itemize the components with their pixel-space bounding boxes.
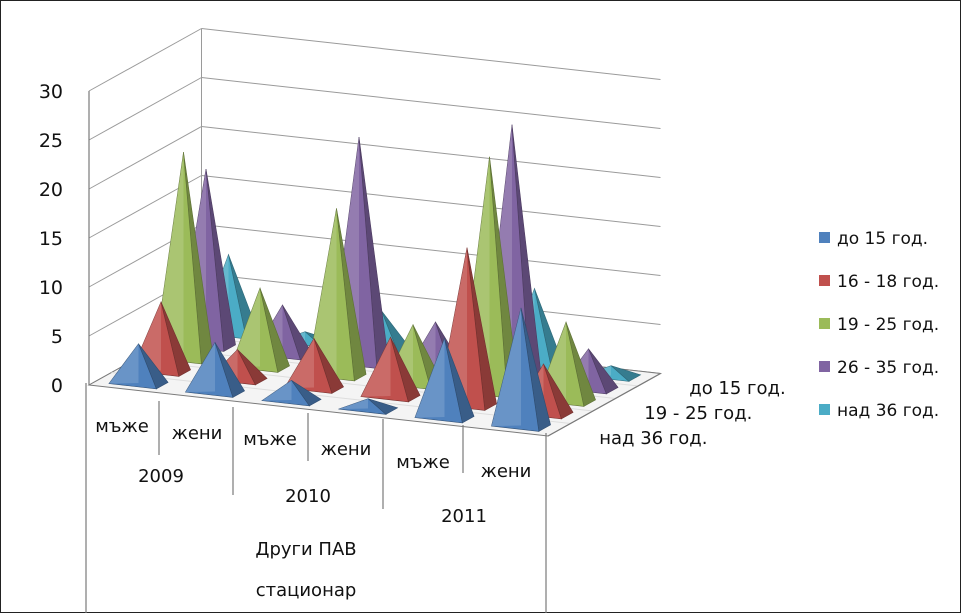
pyramid--15--1: [184, 341, 245, 398]
pyramid-19-25--1: [230, 287, 290, 373]
x-label-outer: стационар: [256, 580, 357, 601]
pyramids: [108, 124, 642, 432]
x-label-group: Други ПАВ: [255, 539, 356, 560]
pyramid--15--4: [414, 337, 475, 424]
pyramid-highlight: [414, 338, 445, 418]
depth-label: до 15 год.: [689, 378, 785, 399]
legend-swatch: [819, 404, 830, 415]
legend: до 15 год. 16 - 18 год. 19 - 25 год. 26 - 3…: [819, 229, 939, 421]
depth-axis-labels: до 15 год. 19 - 25 год. над 36 год.: [547, 372, 786, 449]
pyramid-highlight: [491, 307, 521, 427]
pyramid-highlight: [437, 247, 467, 406]
pyramid-16-18--2: [283, 337, 344, 394]
pyramid--15--3: [338, 398, 399, 415]
legend-label: 26 - 35 год.: [837, 358, 939, 378]
x-label-sex: мъже: [95, 416, 149, 437]
gridline-back: [201, 273, 661, 325]
x-label-year: 2011: [441, 506, 487, 527]
depth-axis: [547, 372, 661, 437]
y-tick-label: 30: [39, 81, 63, 103]
x-label-year: 2009: [138, 466, 184, 487]
pyramid-highlight: [108, 343, 139, 384]
gridline-back: [201, 224, 661, 276]
x-label-sex: жени: [172, 423, 223, 444]
y-tick-label: 0: [51, 375, 63, 397]
x-axis-labels: мъже жени мъже жени мъже жени 2009 2010 …: [85, 383, 547, 613]
pyramid-highlight: [284, 338, 314, 389]
depth-label: над 36 год.: [599, 428, 707, 449]
gridline-left: [88, 77, 202, 141]
legend-swatch: [819, 318, 830, 329]
gridline-back: [201, 77, 661, 129]
pyramid-highlight: [306, 208, 337, 376]
y-tick-label: 10: [39, 277, 63, 299]
x-label-sex: жени: [481, 461, 532, 482]
legend-label: до 15 год.: [837, 229, 928, 249]
depth-label: 19 - 25 год.: [644, 403, 752, 424]
pyramid-highlight: [185, 342, 215, 393]
gridline-back: [201, 175, 661, 227]
legend-swatch: [819, 275, 830, 286]
y-tick-label: 25: [39, 130, 63, 152]
pyramid-highlight: [360, 337, 391, 397]
gridline-back: [201, 28, 661, 80]
pyramid-highlight: [536, 322, 566, 402]
pyramid-highlight: [338, 398, 368, 410]
legend-label: 16 - 18 год.: [837, 272, 939, 292]
gridline-back: [201, 126, 661, 178]
pyramid-19-25--2: [306, 208, 367, 382]
pyramid--15--2: [261, 379, 322, 407]
pyramid-16-18--3: [360, 336, 421, 403]
pyramid--15--0: [108, 343, 169, 390]
y-tick-label: 5: [51, 326, 63, 348]
pyramid-highlight: [230, 288, 260, 368]
x-label-sex: мъже: [396, 452, 450, 473]
x-label-sex: жени: [321, 439, 372, 460]
pyramid-highlight: [261, 380, 292, 401]
legend-label: 19 - 25 год.: [837, 315, 939, 335]
legend-swatch: [819, 232, 830, 243]
legend-swatch: [819, 361, 830, 372]
legend-label: над 36 год.: [837, 401, 939, 421]
y-tick-label: 15: [39, 228, 63, 250]
y-axis-ticks: 0 5 10 15 20 25 30: [39, 81, 63, 397]
x-label-year: 2010: [285, 486, 331, 507]
x-label-sex: мъже: [243, 429, 297, 450]
gridline-left: [88, 126, 202, 190]
y-tick-label: 20: [39, 179, 63, 201]
gridline-left: [88, 28, 202, 92]
pyramid--15--5: [491, 307, 551, 432]
